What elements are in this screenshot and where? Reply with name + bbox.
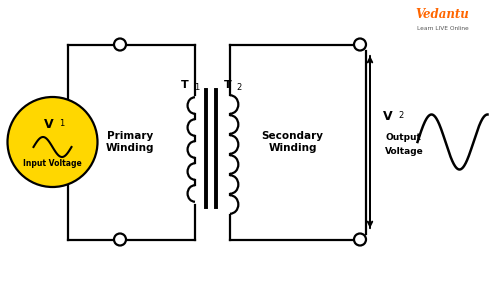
Text: Vedantu: Vedantu — [416, 8, 470, 21]
Text: Voltage: Voltage — [385, 147, 424, 157]
Circle shape — [114, 233, 126, 246]
Text: 2: 2 — [398, 111, 404, 120]
Circle shape — [354, 39, 366, 50]
Text: Input Voltage: Input Voltage — [23, 158, 82, 168]
Circle shape — [354, 233, 366, 246]
Text: Primary
Winding: Primary Winding — [106, 131, 154, 153]
Text: Output: Output — [385, 133, 421, 142]
Text: 1: 1 — [59, 118, 64, 127]
Text: V: V — [382, 111, 392, 124]
Text: T: T — [181, 80, 189, 89]
Text: T: T — [224, 80, 232, 89]
Text: V: V — [44, 118, 54, 131]
Text: 2: 2 — [236, 83, 242, 92]
Text: Secondary
Winding: Secondary Winding — [262, 131, 324, 153]
Text: Learn LIVE Online: Learn LIVE Online — [416, 25, 469, 30]
Text: 1: 1 — [194, 83, 199, 92]
Circle shape — [8, 97, 98, 187]
Circle shape — [114, 39, 126, 50]
